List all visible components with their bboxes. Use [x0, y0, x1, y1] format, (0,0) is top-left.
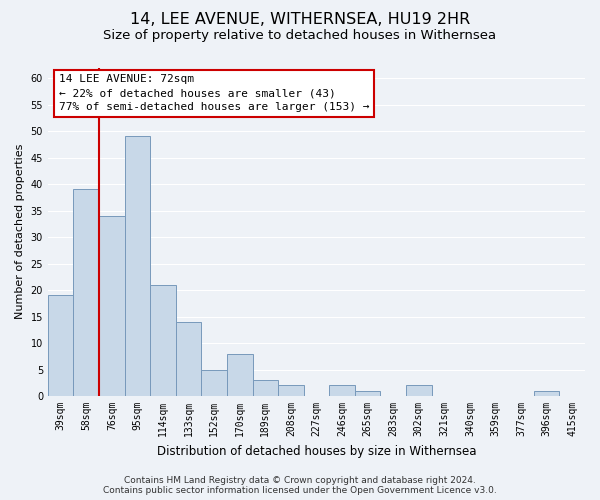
Bar: [73, 190, 99, 396]
Bar: [150, 285, 176, 396]
X-axis label: Distribution of detached houses by size in Withernsea: Distribution of detached houses by size …: [157, 444, 476, 458]
Bar: [253, 380, 278, 396]
Bar: [406, 386, 431, 396]
Bar: [355, 391, 380, 396]
Y-axis label: Number of detached properties: Number of detached properties: [15, 144, 25, 320]
Bar: [278, 386, 304, 396]
Bar: [534, 391, 559, 396]
Text: 14, LEE AVENUE, WITHERNSEA, HU19 2HR: 14, LEE AVENUE, WITHERNSEA, HU19 2HR: [130, 12, 470, 28]
Text: Contains public sector information licensed under the Open Government Licence v3: Contains public sector information licen…: [103, 486, 497, 495]
Bar: [329, 386, 355, 396]
Text: Size of property relative to detached houses in Withernsea: Size of property relative to detached ho…: [103, 29, 497, 42]
Bar: [99, 216, 125, 396]
Bar: [125, 136, 150, 396]
Bar: [202, 370, 227, 396]
Text: Contains HM Land Registry data © Crown copyright and database right 2024.: Contains HM Land Registry data © Crown c…: [124, 476, 476, 485]
Bar: [227, 354, 253, 396]
Bar: [48, 296, 73, 396]
Text: 14 LEE AVENUE: 72sqm
← 22% of detached houses are smaller (43)
77% of semi-detac: 14 LEE AVENUE: 72sqm ← 22% of detached h…: [59, 74, 369, 112]
Bar: [176, 322, 202, 396]
